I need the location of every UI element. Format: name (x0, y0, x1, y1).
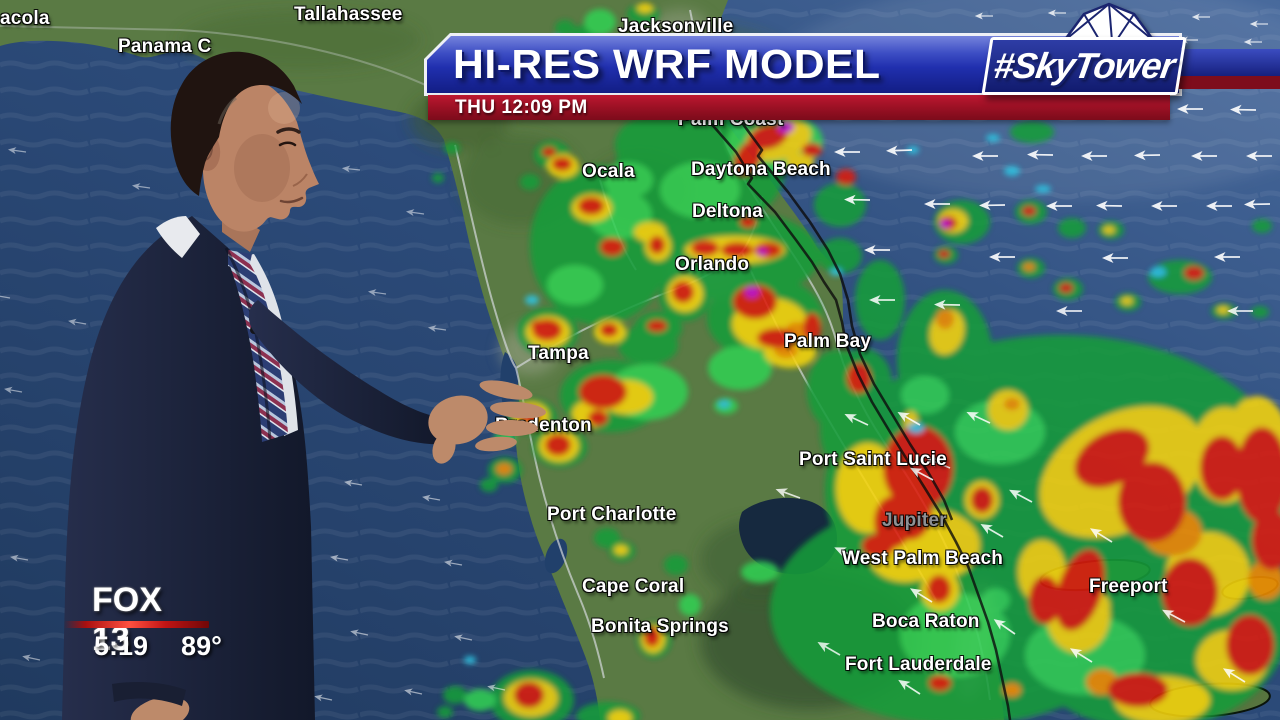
left-hand (130, 696, 190, 720)
city-label-west-palm-beach: West Palm Beach (842, 548, 1004, 569)
forecast-track-line (695, 83, 1012, 720)
temple-gray (217, 96, 237, 125)
model-title: HI-RES WRF MODEL (453, 41, 881, 87)
temperature: 89° (181, 631, 222, 661)
city-label-jupiter: Jupiter (882, 510, 947, 531)
city-label-fort-lauderdale: Fort Lauderdale (845, 654, 992, 675)
lapel-edge (224, 247, 272, 441)
radar-precipitation-layer (432, 3, 1280, 720)
city-label-port-saint-lucie: Port Saint Lucie (799, 449, 947, 470)
city-label-boca-raton: Boca Raton (872, 611, 980, 632)
city-label-deltona: Deltona (692, 201, 764, 222)
city-label-tallahassee: Tallahassee (294, 4, 403, 25)
city-label-jacksonville: Jacksonville (618, 16, 734, 37)
clock: 5:19 (94, 631, 149, 661)
left-sleeve (112, 682, 186, 706)
city-label-cape-coral: Cape Coral (582, 576, 685, 597)
city-label-freeport: Freeport (1089, 576, 1168, 597)
model-timestamp-bar: THU 12:09 PM (428, 95, 1170, 120)
station-logo-underline (64, 621, 209, 628)
charlotte-harbor (544, 538, 568, 574)
suit-arm (248, 300, 446, 445)
city-label-bonita-springs: Bonita Springs (591, 616, 729, 637)
station-info-row: 5:19 89° (94, 631, 222, 662)
forehead-highlight (268, 92, 300, 124)
face (202, 83, 319, 232)
city-label-port-charlotte: Port Charlotte (547, 504, 677, 525)
mouth (279, 196, 304, 204)
skytower-brand-text: #SkyTower (990, 45, 1178, 86)
city-label-ocala: Ocala (582, 161, 635, 182)
eye (278, 141, 297, 147)
nose-shadow (292, 173, 308, 187)
weatherman-figure (62, 51, 546, 720)
cheek-shadow (234, 134, 290, 202)
city-label-palm-bay: Palm Bay (784, 331, 872, 352)
eyebrow (276, 127, 301, 134)
city-label-daytona-beach: Daytona Beach (691, 159, 831, 180)
banner-extension-red (1150, 76, 1280, 89)
city-label-tampa: Tampa (528, 343, 589, 364)
city-label-panama-c: Panama C (118, 36, 212, 57)
model-timestamp: THU 12:09 PM (455, 96, 588, 118)
skytower-logo: #SkyTower (981, 37, 1187, 95)
hair (170, 51, 302, 196)
city-label-orlando: Orlando (675, 254, 750, 275)
shirt-collar (156, 216, 200, 258)
pointing-hand (428, 380, 546, 464)
city-label-acola: acola (0, 8, 50, 29)
skytower-dome-icon (1062, 2, 1156, 43)
shirt-front (244, 254, 298, 436)
